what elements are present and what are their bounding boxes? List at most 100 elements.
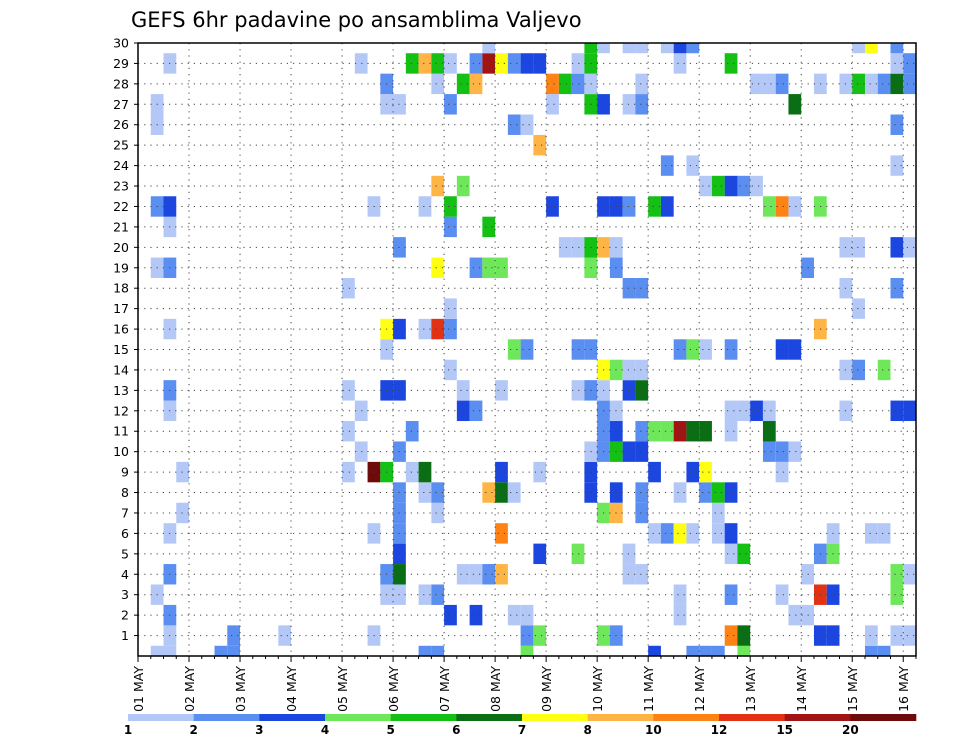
y-tick-label: 5	[121, 546, 129, 561]
x-axis: 01 MAY 02 MAY 03 MAY 04 MAY 05 MAY 06 MAY 07 M…	[131, 656, 917, 712]
heatmap-cell	[801, 604, 814, 626]
y-tick-label: 14	[113, 362, 129, 377]
heatmap-cell	[648, 523, 661, 544]
x-tick-label: 13 MAY	[743, 666, 758, 712]
heatmap-cell	[711, 482, 725, 503]
heatmap-cell	[507, 114, 521, 135]
heatmap-cell	[775, 441, 789, 462]
heatmap-cell	[431, 584, 445, 605]
heatmap-cell	[648, 645, 661, 656]
y-tick-label: 4	[121, 567, 129, 582]
x-tick-label: 15 MAY	[845, 666, 860, 712]
heatmap-cell	[852, 73, 865, 95]
heatmap-cell	[737, 175, 751, 197]
y-tick-label: 8	[121, 485, 129, 500]
legend-swatch	[522, 714, 588, 721]
y-tick-label: 15	[113, 342, 129, 357]
y-tick-label: 29	[113, 56, 129, 71]
heatmap-cell	[444, 53, 457, 74]
heatmap-cell	[750, 73, 763, 95]
heatmap-cell	[495, 257, 508, 278]
heatmap-cell	[890, 43, 904, 54]
y-tick-label: 16	[113, 322, 129, 337]
heatmap-cell	[354, 441, 368, 462]
x-tick-label: 11 MAY	[641, 666, 656, 712]
y-tick-label: 24	[113, 158, 129, 173]
heatmap-cell	[635, 277, 649, 299]
heatmap-cell	[903, 400, 916, 422]
legend-label: 4	[321, 723, 329, 737]
heatmap-cell	[890, 400, 904, 422]
heatmap-cell	[469, 53, 483, 74]
x-tick-label: 07 MAY	[437, 666, 452, 712]
heatmap-cell	[877, 645, 891, 656]
heatmap-cell	[444, 196, 457, 217]
heatmap-cell	[673, 482, 687, 503]
heatmap-cell	[176, 461, 190, 483]
heatmap-cell	[354, 53, 368, 74]
y-tick-label: 13	[113, 383, 129, 398]
x-tick-label: 01 MAY	[131, 666, 146, 712]
heatmap-cell	[418, 318, 432, 340]
legend: 1 2 3 4 5 6 7 8 10 12 15 20	[124, 714, 917, 737]
heatmap-cell	[762, 441, 776, 462]
heatmap-cell	[635, 73, 649, 95]
heatmap-cell	[482, 216, 496, 238]
heatmap-cell	[788, 196, 802, 217]
heatmap-cell	[648, 421, 661, 442]
heatmap-cell	[342, 277, 355, 299]
heatmap-cell	[622, 43, 636, 54]
heatmap-cell	[890, 584, 904, 605]
heatmap-cell	[520, 339, 534, 360]
legend-swatch	[850, 714, 917, 721]
heatmap-cell	[533, 134, 547, 156]
y-tick-label: 18	[113, 281, 129, 296]
heatmap-cell	[903, 53, 916, 74]
heatmap-cell	[890, 73, 904, 95]
heatmap-cell	[673, 53, 687, 74]
heatmap-cell	[622, 196, 636, 217]
heatmap-cell	[520, 114, 534, 135]
heatmap-cell	[482, 482, 496, 503]
heatmap-cell	[597, 43, 610, 54]
legend-swatch	[259, 714, 326, 721]
heatmap-cell	[775, 584, 789, 605]
legend-label: 3	[255, 723, 263, 737]
legend-label: 8	[583, 723, 591, 737]
heatmap-cell	[699, 339, 712, 360]
heatmap-cell	[699, 645, 712, 656]
heatmap-cell	[890, 237, 904, 258]
heatmap-cell	[648, 196, 661, 217]
heatmap-cell	[724, 543, 738, 565]
heatmap-cell	[469, 604, 483, 626]
heatmap-cell	[673, 421, 687, 442]
heatmap-cell	[405, 53, 419, 74]
heatmap-cell	[762, 73, 776, 95]
heatmap-cell	[660, 421, 674, 442]
heatmap-cell	[724, 400, 738, 422]
heatmap-cell	[469, 73, 483, 95]
heatmap-cell	[444, 298, 457, 319]
legend-label: 2	[189, 723, 197, 737]
heatmap-cell	[418, 196, 432, 217]
legend-swatch	[456, 714, 523, 721]
heatmap-cell	[724, 482, 738, 503]
heatmap-cell	[456, 400, 470, 422]
heatmap-cell	[686, 645, 700, 656]
heatmap-cell	[673, 43, 687, 54]
heatmap-cell	[546, 73, 559, 95]
heatmap-cell	[724, 53, 738, 74]
heatmap-cell	[788, 604, 802, 626]
heatmap-cell	[456, 175, 470, 197]
heatmap-cell	[622, 543, 636, 565]
y-tick-label: 22	[113, 199, 129, 214]
heatmap-cell	[775, 461, 789, 483]
heatmap-cell	[635, 43, 649, 54]
heatmap-cell	[673, 523, 687, 544]
y-tick-label: 21	[113, 219, 129, 234]
heatmap-cell	[724, 339, 738, 360]
legend-label: 5	[386, 723, 394, 737]
y-tick-label: 10	[113, 444, 129, 459]
legend-swatch	[128, 714, 194, 721]
